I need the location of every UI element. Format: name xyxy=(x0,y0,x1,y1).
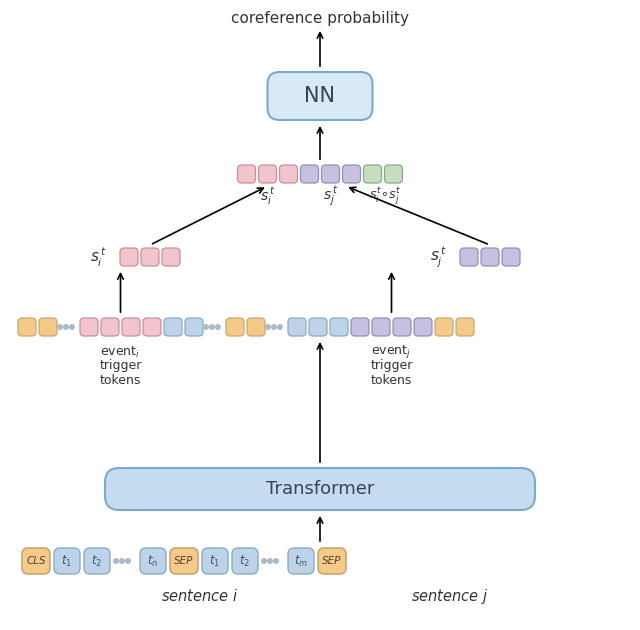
Circle shape xyxy=(262,559,266,563)
FancyBboxPatch shape xyxy=(232,548,258,574)
Text: $s_i^t\!\circ\!s_j^t$: $s_i^t\!\circ\!s_j^t$ xyxy=(369,185,401,207)
Text: tokens: tokens xyxy=(100,374,141,386)
FancyBboxPatch shape xyxy=(318,548,346,574)
Text: $s_j^{\,t}$: $s_j^{\,t}$ xyxy=(323,184,339,208)
FancyBboxPatch shape xyxy=(143,318,161,336)
FancyBboxPatch shape xyxy=(309,318,327,336)
Text: $t_1$: $t_1$ xyxy=(61,553,72,568)
FancyBboxPatch shape xyxy=(237,165,255,183)
Circle shape xyxy=(272,324,276,329)
Circle shape xyxy=(204,324,208,329)
FancyBboxPatch shape xyxy=(226,318,244,336)
FancyBboxPatch shape xyxy=(364,165,381,183)
FancyBboxPatch shape xyxy=(481,248,499,266)
Text: NN: NN xyxy=(305,86,335,106)
Text: $t_2$: $t_2$ xyxy=(239,553,250,568)
FancyBboxPatch shape xyxy=(170,548,198,574)
Text: $t_m$: $t_m$ xyxy=(294,553,308,568)
FancyBboxPatch shape xyxy=(385,165,403,183)
FancyBboxPatch shape xyxy=(268,72,372,120)
FancyBboxPatch shape xyxy=(105,468,535,510)
Text: $t_1$: $t_1$ xyxy=(209,553,221,568)
FancyBboxPatch shape xyxy=(342,165,360,183)
FancyBboxPatch shape xyxy=(393,318,411,336)
FancyBboxPatch shape xyxy=(141,248,159,266)
Circle shape xyxy=(120,559,124,563)
FancyBboxPatch shape xyxy=(330,318,348,336)
Circle shape xyxy=(278,324,282,329)
FancyBboxPatch shape xyxy=(372,318,390,336)
FancyBboxPatch shape xyxy=(351,318,369,336)
Circle shape xyxy=(266,324,270,329)
FancyBboxPatch shape xyxy=(162,248,180,266)
FancyBboxPatch shape xyxy=(202,548,228,574)
Circle shape xyxy=(268,559,272,563)
Circle shape xyxy=(114,559,118,563)
Text: SEP: SEP xyxy=(174,556,194,566)
Text: sentence $i$: sentence $i$ xyxy=(161,588,239,604)
Text: $\mathrm{event}_j$: $\mathrm{event}_j$ xyxy=(371,343,412,360)
FancyBboxPatch shape xyxy=(414,318,432,336)
FancyBboxPatch shape xyxy=(54,548,80,574)
Text: $s_i^{\,t}$: $s_i^{\,t}$ xyxy=(260,185,275,207)
FancyBboxPatch shape xyxy=(18,318,36,336)
FancyBboxPatch shape xyxy=(280,165,298,183)
FancyBboxPatch shape xyxy=(288,548,314,574)
Text: trigger: trigger xyxy=(99,360,141,372)
Text: coreference probability: coreference probability xyxy=(231,11,409,25)
FancyBboxPatch shape xyxy=(39,318,57,336)
FancyBboxPatch shape xyxy=(435,318,453,336)
Circle shape xyxy=(274,559,278,563)
FancyBboxPatch shape xyxy=(185,318,203,336)
FancyBboxPatch shape xyxy=(120,248,138,266)
FancyBboxPatch shape xyxy=(502,248,520,266)
FancyBboxPatch shape xyxy=(140,548,166,574)
Circle shape xyxy=(64,324,68,329)
FancyBboxPatch shape xyxy=(22,548,50,574)
FancyBboxPatch shape xyxy=(301,165,319,183)
FancyBboxPatch shape xyxy=(164,318,182,336)
Text: $t_n$: $t_n$ xyxy=(147,553,159,568)
FancyBboxPatch shape xyxy=(460,248,478,266)
Circle shape xyxy=(125,559,131,563)
Circle shape xyxy=(58,324,62,329)
FancyBboxPatch shape xyxy=(122,318,140,336)
Text: $\mathrm{event}_i$: $\mathrm{event}_i$ xyxy=(100,345,141,360)
Text: CLS: CLS xyxy=(26,556,46,566)
Circle shape xyxy=(216,324,220,329)
Text: Transformer: Transformer xyxy=(266,480,374,498)
FancyBboxPatch shape xyxy=(84,548,110,574)
FancyBboxPatch shape xyxy=(456,318,474,336)
FancyBboxPatch shape xyxy=(247,318,265,336)
Text: $t_2$: $t_2$ xyxy=(92,553,102,568)
Text: $s_j^{\,t}$: $s_j^{\,t}$ xyxy=(429,244,447,270)
FancyBboxPatch shape xyxy=(288,318,306,336)
Text: tokens: tokens xyxy=(371,374,412,386)
Text: $s_i^{\,t}$: $s_i^{\,t}$ xyxy=(90,246,106,268)
Circle shape xyxy=(210,324,214,329)
FancyBboxPatch shape xyxy=(80,318,98,336)
Text: SEP: SEP xyxy=(323,556,342,566)
Text: sentence $j$: sentence $j$ xyxy=(411,587,489,605)
Circle shape xyxy=(70,324,74,329)
FancyBboxPatch shape xyxy=(101,318,119,336)
FancyBboxPatch shape xyxy=(321,165,339,183)
Text: trigger: trigger xyxy=(371,360,413,372)
FancyBboxPatch shape xyxy=(259,165,276,183)
